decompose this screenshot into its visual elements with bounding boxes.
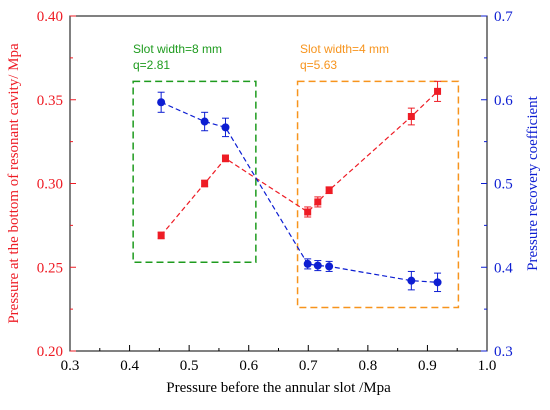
cavity-pressure-point <box>157 231 165 240</box>
annotation-q-value: q=5.63 <box>300 58 337 72</box>
x-tick-label: 0.9 <box>418 358 437 374</box>
circle-marker <box>433 278 442 287</box>
cavity-pressure-line <box>160 90 438 236</box>
cavity-pressure-point <box>434 80 442 102</box>
left-y-tick-label: 0.25 <box>37 260 63 276</box>
left-y-tick-label: 0.20 <box>37 344 63 360</box>
square-marker <box>314 198 322 206</box>
left-y-tick-label: 0.40 <box>37 9 63 25</box>
cavity-pressure-point <box>314 196 322 208</box>
cavity-pressure-point <box>407 107 415 126</box>
right-y-tick-label: 0.5 <box>494 177 513 193</box>
x-tick-label: 0.3 <box>61 358 80 374</box>
x-tick-label: 0.6 <box>239 358 258 374</box>
x-tick-label: 0.5 <box>180 358 199 374</box>
circle-marker <box>313 261 322 270</box>
x-axis-title: Pressure before the annular slot /Mpa <box>166 380 391 396</box>
slot-4mm-group-box <box>296 80 460 309</box>
square-marker <box>157 231 165 239</box>
slot-8mm-group-box <box>132 80 257 263</box>
square-marker <box>201 180 209 187</box>
cavity-pressure-point <box>201 179 209 188</box>
square-marker <box>304 208 312 216</box>
circle-marker <box>157 98 166 107</box>
circle-marker <box>303 259 312 268</box>
left-y-tick-label: 0.35 <box>37 93 63 109</box>
left-y-tick-label: 0.30 <box>37 177 63 193</box>
square-marker <box>325 186 333 194</box>
square-marker <box>407 113 415 120</box>
recovery-coefficient-point <box>157 91 166 113</box>
right-y-tick-label: 0.6 <box>494 93 513 109</box>
cavity-pressure-point <box>221 154 229 163</box>
recovery-coefficient-point <box>313 260 322 272</box>
x-tick-label: 0.4 <box>120 358 139 374</box>
x-tick-label: 1.0 <box>478 358 497 374</box>
recovery-coefficient-point <box>303 258 312 270</box>
recovery-coefficient-line <box>160 101 438 283</box>
left-y-axis-title: Pressure at the bottom of resonant cavit… <box>6 43 22 324</box>
circle-marker <box>221 123 230 132</box>
cavity-pressure-point <box>325 186 333 195</box>
recovery-coefficient-point <box>200 111 209 132</box>
right-y-tick-label: 0.3 <box>494 344 513 360</box>
right-y-tick-label: 0.4 <box>494 260 513 276</box>
annotation-slot-width: Slot width=4 mm <box>300 42 389 56</box>
annotation-slot-width: Slot width=8 mm <box>133 42 222 56</box>
square-marker <box>434 87 442 95</box>
cavity-pressure-point <box>304 206 312 218</box>
recovery-coefficient-point <box>407 270 416 291</box>
recovery-coefficient-point <box>433 272 442 293</box>
circle-marker <box>200 117 209 126</box>
right-y-tick-label: 0.7 <box>494 9 513 25</box>
recovery-coefficient-point <box>221 117 230 138</box>
annotation-q-value: q=2.81 <box>133 58 170 72</box>
right-y-axis-title: Pressure recovery coefficient <box>525 95 541 270</box>
circle-marker <box>407 276 416 285</box>
x-tick-label: 0.7 <box>299 358 318 374</box>
square-marker <box>221 154 229 162</box>
circle-marker <box>325 262 334 271</box>
recovery-coefficient-point <box>325 260 334 272</box>
x-tick-label: 0.8 <box>358 358 377 374</box>
